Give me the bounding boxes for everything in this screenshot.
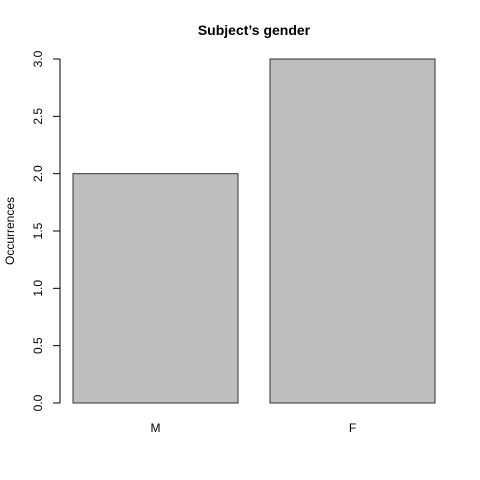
y-tick-label: 0.5 — [31, 337, 45, 354]
bars-group — [72, 58, 436, 404]
chart-title: Subject’s gender — [198, 22, 311, 38]
y-tick-label: 2.0 — [31, 165, 45, 182]
category-label-F: F — [349, 421, 356, 435]
bar-M — [72, 173, 239, 404]
y-tick-label: 0.0 — [31, 394, 45, 411]
bar-F — [269, 58, 436, 404]
y-tick-label: 1.0 — [31, 280, 45, 297]
y-axis: 0.0 0.5 1.0 1.5 2.0 2.5 3.0 — [31, 50, 61, 411]
y-tick-label: 3.0 — [31, 50, 45, 67]
y-axis-label: Occurrences — [3, 197, 17, 265]
y-tick-label: 2.5 — [31, 108, 45, 125]
y-tick-label: 1.5 — [31, 222, 45, 239]
category-label-M: M — [151, 421, 161, 435]
